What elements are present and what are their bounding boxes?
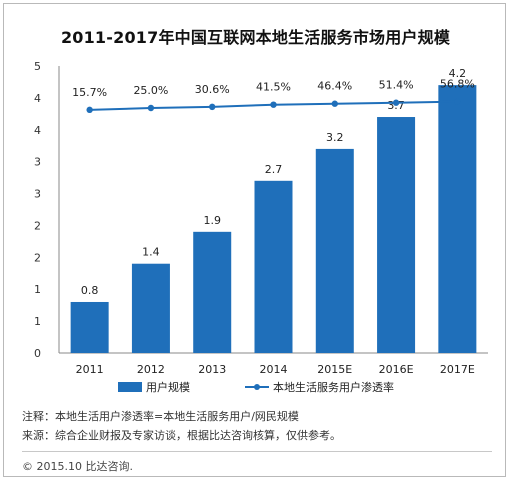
x-tick-label: 2014 xyxy=(260,363,288,376)
y-tick-label: 2 xyxy=(34,251,41,264)
copyright-text: © 2015.10 比达咨询. xyxy=(22,460,133,473)
line-value-label: 46.4% xyxy=(317,80,352,93)
line-point xyxy=(392,99,400,106)
chart-note: 注释：本地生活用户渗透率=本地生活服务用户/网民规模 xyxy=(22,410,299,423)
y-tick-label: 0 xyxy=(34,347,41,360)
chart-source: 来源：综合企业财报及专家访谈，根据比达咨询核算，仅供参考。 xyxy=(22,429,341,442)
bar-value-label: 0.8 xyxy=(81,284,99,297)
x-tick-label: 2013 xyxy=(198,363,226,376)
y-tick-label: 4 xyxy=(34,124,41,137)
chart-title: 2011-2017年中国互联网本地生活服务市场用户规模 xyxy=(60,28,451,47)
line-point xyxy=(454,98,461,105)
line-point xyxy=(86,106,93,114)
line-value-label: 41.5% xyxy=(256,81,291,94)
line-point xyxy=(270,101,277,108)
x-tick-label: 2015E xyxy=(317,363,352,376)
bar-value-label: 4.2 xyxy=(449,67,467,80)
line-point xyxy=(147,104,155,112)
y-tick-label: 1 xyxy=(34,283,41,296)
line-value-label: 56.8% xyxy=(440,78,475,91)
bar xyxy=(193,231,232,353)
line-point xyxy=(331,100,338,107)
legend-line-swatch xyxy=(245,382,269,392)
x-tick-label: 2017E xyxy=(440,363,475,376)
y-tick-label: 2 xyxy=(34,219,41,232)
bar xyxy=(70,301,109,353)
bar-value-label: 1.4 xyxy=(142,246,160,259)
bar xyxy=(315,148,354,353)
x-tick-label: 2011 xyxy=(76,363,104,376)
x-tick-label: 2016E xyxy=(379,363,414,376)
bar-value-label: 3.2 xyxy=(326,131,344,144)
line-point xyxy=(209,103,216,111)
bar xyxy=(254,180,293,353)
y-tick-label: 5 xyxy=(34,60,41,73)
y-tick-label: 3 xyxy=(34,188,41,201)
bar-value-label: 2.7 xyxy=(265,163,283,176)
bar xyxy=(438,85,477,353)
x-tick-label: 2012 xyxy=(137,363,165,376)
legend-bar-swatch xyxy=(118,382,142,392)
legend-item-line: 本地生活服务用户渗透率 xyxy=(245,379,394,395)
bar xyxy=(377,117,416,354)
legend-bar-label: 用户规模 xyxy=(146,381,190,394)
bar xyxy=(131,263,170,353)
footer-divider xyxy=(22,451,492,452)
line-value-label: 15.7% xyxy=(72,86,107,99)
legend-line-label: 本地生活服务用户渗透率 xyxy=(273,381,394,394)
line-value-label: 51.4% xyxy=(379,79,414,92)
y-tick-label: 4 xyxy=(34,92,41,105)
legend-item-bar: 用户规模 xyxy=(118,379,190,395)
y-tick-label: 1 xyxy=(34,315,41,328)
y-tick-label: 3 xyxy=(34,156,41,169)
line-value-label: 30.6% xyxy=(195,83,230,96)
bar-value-label: 1.9 xyxy=(203,214,221,227)
line-value-label: 25.0% xyxy=(133,84,168,97)
